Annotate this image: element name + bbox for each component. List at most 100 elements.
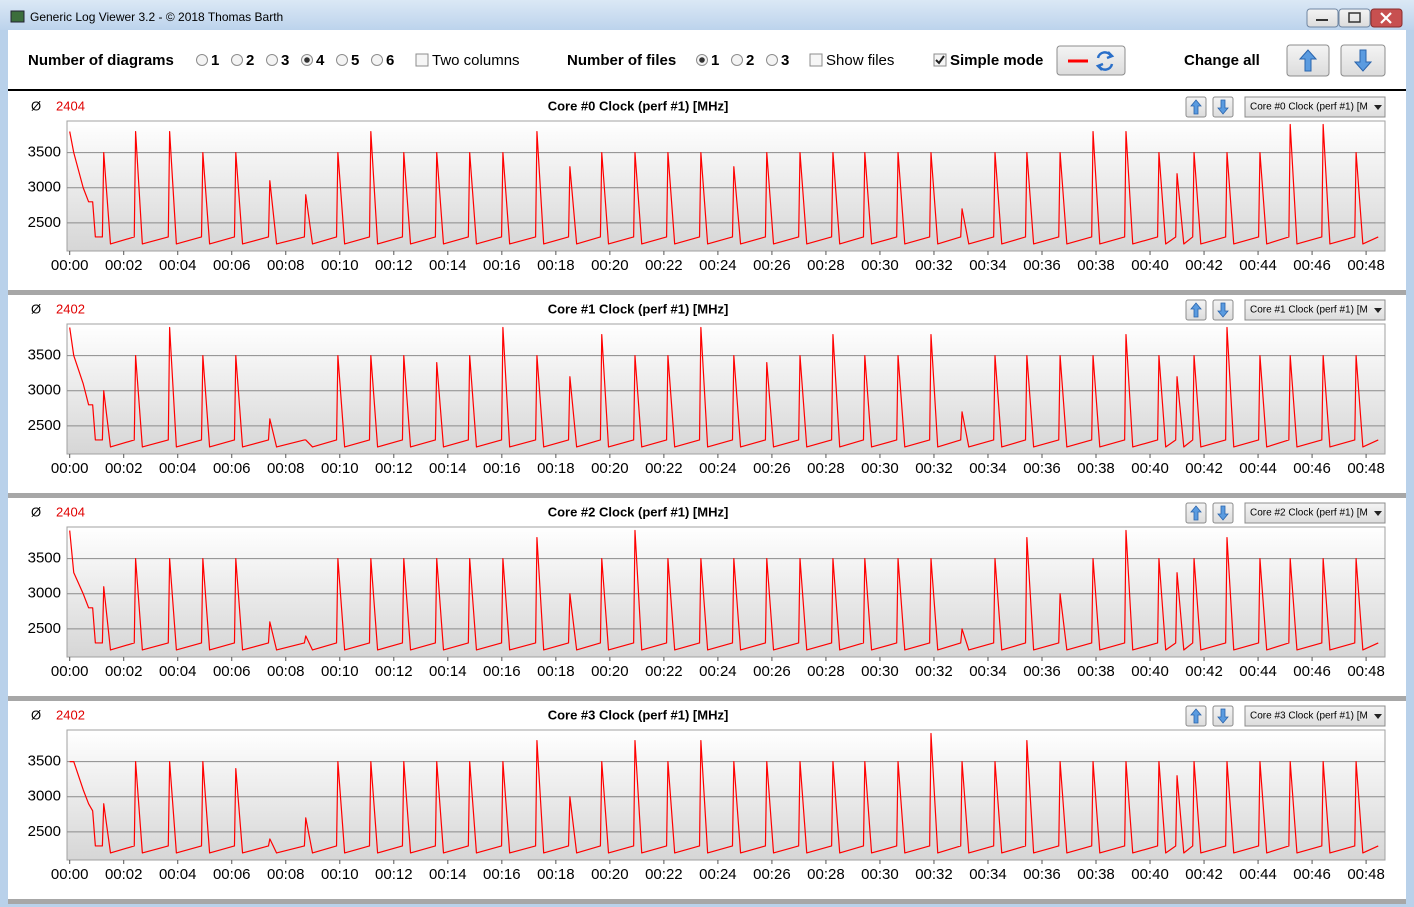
series-selector[interactable] <box>1244 502 1386 524</box>
x-tick-label: 00:02 <box>105 460 143 477</box>
x-tick-label: 00:28 <box>807 866 845 883</box>
panel-separator <box>8 493 1406 498</box>
average-value: 2404 <box>56 504 85 519</box>
x-tick-label: 00:48 <box>1347 460 1385 477</box>
x-tick-label: 00:00 <box>51 257 89 274</box>
x-tick-label: 00:22 <box>645 663 683 680</box>
checkbox[interactable] <box>809 53 823 67</box>
x-tick-label: 00:04 <box>159 663 197 680</box>
y-tick-label: 2500 <box>28 823 61 840</box>
x-tick-label: 00:48 <box>1347 663 1385 680</box>
x-tick-label: 00:20 <box>591 866 629 883</box>
radio-label: 4 <box>316 52 325 69</box>
radio-label: 3 <box>281 52 289 69</box>
color-refresh-button[interactable] <box>1056 45 1126 76</box>
x-tick-label: 00:06 <box>213 257 251 274</box>
dropdown-arrow <box>1374 714 1382 719</box>
x-tick-label: 00:38 <box>1077 257 1115 274</box>
toolbar-separator <box>8 89 1406 91</box>
radio-button[interactable] <box>231 54 243 66</box>
x-tick-label: 00:20 <box>591 257 629 274</box>
x-tick-label: 00:48 <box>1347 257 1385 274</box>
x-tick-label: 00:14 <box>429 866 467 883</box>
maximize-button[interactable] <box>1338 8 1371 28</box>
x-tick-label: 00:00 <box>51 866 89 883</box>
data-line <box>69 123 1379 245</box>
x-tick-label: 00:46 <box>1293 257 1331 274</box>
checkbox[interactable] <box>415 53 429 67</box>
radio-button[interactable] <box>266 54 278 66</box>
x-tick-label: 00:32 <box>915 663 953 680</box>
up-arrow-icon <box>1190 505 1202 521</box>
x-tick-label: 00:32 <box>915 460 953 477</box>
x-tick-label: 00:44 <box>1239 257 1277 274</box>
x-tick-label: 00:22 <box>645 257 683 274</box>
x-tick-label: 00:24 <box>699 460 737 477</box>
x-tick-label: 00:18 <box>537 257 575 274</box>
plot-area <box>66 729 1386 861</box>
radio-button[interactable] <box>371 54 383 66</box>
panel-separator <box>8 899 1406 904</box>
y-tick-label: 2500 <box>28 214 61 231</box>
data-line <box>69 529 1379 651</box>
x-tick-label: 00:40 <box>1131 460 1169 477</box>
series-selector[interactable] <box>1244 96 1386 118</box>
window-controls <box>1306 8 1403 28</box>
x-tick-label: 00:40 <box>1131 257 1169 274</box>
radio-label: 3 <box>781 52 789 69</box>
panel-separator <box>8 290 1406 295</box>
series-selector[interactable] <box>1244 705 1386 727</box>
x-tick-label: 00:28 <box>807 460 845 477</box>
y-tick-label: 3500 <box>28 753 61 770</box>
x-tick-label: 00:26 <box>753 257 791 274</box>
radio-button[interactable] <box>336 54 348 66</box>
radio-label: 5 <box>351 52 359 69</box>
up-arrow-icon <box>1190 302 1202 318</box>
x-tick-label: 00:16 <box>483 866 521 883</box>
y-tick-label: 3000 <box>28 788 61 805</box>
x-tick-label: 00:38 <box>1077 866 1115 883</box>
data-line <box>69 732 1379 854</box>
app-icon <box>10 10 25 23</box>
x-tick-label: 00:30 <box>861 257 899 274</box>
x-tick-label: 00:30 <box>861 663 899 680</box>
x-tick-label: 00:34 <box>969 663 1007 680</box>
radio-label: 2 <box>246 52 254 69</box>
up-arrow-icon <box>1298 49 1318 72</box>
average-value: 2402 <box>56 301 85 316</box>
x-tick-label: 00:24 <box>699 257 737 274</box>
x-tick-label: 00:30 <box>861 866 899 883</box>
x-tick-label: 00:40 <box>1131 663 1169 680</box>
x-tick-label: 00:04 <box>159 866 197 883</box>
x-tick-label: 00:04 <box>159 460 197 477</box>
down-arrow-icon <box>1217 708 1229 724</box>
checkmark <box>935 55 945 65</box>
x-tick-label: 00:24 <box>699 663 737 680</box>
chart-title: Core #0 Clock (perf #1) [MHz] <box>548 98 729 113</box>
x-tick-label: 00:36 <box>1023 460 1061 477</box>
y-tick-label: 3000 <box>28 585 61 602</box>
x-tick-label: 00:30 <box>861 460 899 477</box>
down-arrow-icon <box>1217 99 1229 115</box>
radio-button[interactable] <box>731 54 743 66</box>
two-columns-label: Two columns <box>432 52 520 69</box>
down-arrow-icon <box>1217 505 1229 521</box>
x-tick-label: 00:42 <box>1185 257 1223 274</box>
y-tick-label: 3500 <box>28 347 61 364</box>
y-tick-label: 3500 <box>28 144 61 161</box>
files-label: Number of files <box>567 52 676 69</box>
up-arrow-icon <box>1190 99 1202 115</box>
window-title: Generic Log Viewer 3.2 - © 2018 Thomas B… <box>30 10 283 24</box>
series-selector[interactable] <box>1244 299 1386 321</box>
title-bar <box>0 0 1414 30</box>
x-tick-label: 00:06 <box>213 663 251 680</box>
toolbar: Number of diagrams Number of files Two c… <box>8 44 1406 91</box>
x-tick-label: 00:34 <box>969 866 1007 883</box>
up-arrow-icon <box>1190 708 1202 724</box>
y-tick-label: 2500 <box>28 417 61 434</box>
minimize-button[interactable] <box>1306 8 1339 28</box>
radio-button[interactable] <box>766 54 778 66</box>
radio-button[interactable] <box>196 54 208 66</box>
